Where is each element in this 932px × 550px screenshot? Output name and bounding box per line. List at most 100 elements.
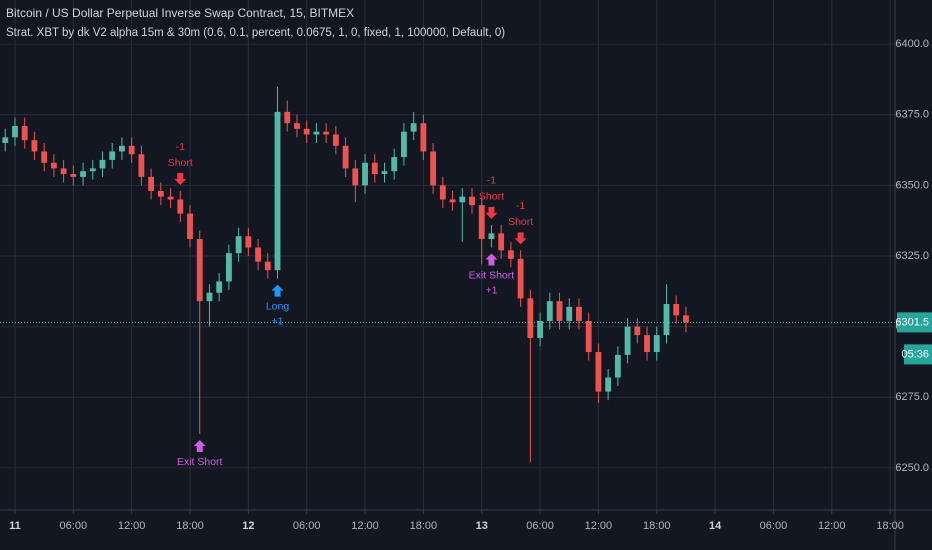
candle-body	[683, 315, 689, 323]
candle-body	[342, 145, 349, 169]
candle-body	[517, 258, 524, 299]
signal-qty: -1	[487, 175, 496, 187]
candle-body	[439, 185, 446, 200]
candle-body	[109, 151, 116, 160]
candle-body	[313, 131, 320, 135]
candle-body	[556, 301, 563, 321]
countdown-label: 05:36	[901, 348, 929, 360]
x-tick-label: 18:00	[876, 520, 904, 532]
x-tick-label: 11	[9, 520, 21, 532]
signal-label: Short	[508, 216, 533, 228]
y-tick-label: 6325.0	[895, 250, 929, 262]
candle-body	[138, 154, 145, 177]
candle-body	[332, 134, 339, 146]
candle-body	[196, 239, 203, 302]
signal-label: Exit Short	[469, 269, 515, 281]
signal-qty: +1	[485, 284, 497, 296]
candle-body	[352, 168, 359, 186]
candle-body	[206, 292, 213, 302]
candle-body	[99, 159, 106, 169]
signal-arrow	[514, 232, 527, 245]
candle-body	[381, 171, 388, 175]
candle-body	[303, 128, 310, 135]
candle-body	[60, 168, 67, 175]
candle-body	[410, 123, 417, 132]
x-tick-label: 18:00	[643, 520, 671, 532]
signal-qty: -1	[516, 200, 525, 212]
y-tick-label: 6400.0	[895, 38, 929, 50]
signal-arrow	[174, 173, 187, 186]
signal-arrow	[485, 253, 498, 266]
candle-body	[12, 126, 18, 138]
grid	[0, 0, 895, 510]
x-tick-label: 06:00	[526, 520, 554, 532]
candle-body	[595, 352, 602, 392]
candle-body	[148, 176, 155, 192]
candle-body	[614, 354, 621, 378]
chart-title: Bitcoin / US Dollar Perpetual Inverse Sw…	[6, 6, 354, 20]
x-tick-label: 12:00	[118, 520, 146, 532]
x-tick-label: 12:00	[818, 520, 846, 532]
candle-body	[2, 137, 9, 143]
candle-body	[527, 298, 534, 338]
candle-body	[274, 111, 281, 271]
x-tick-label: 18:00	[176, 520, 204, 532]
candle-body	[507, 250, 514, 259]
x-tick-label: 12:00	[585, 520, 613, 532]
signal-qty: -1	[176, 141, 185, 153]
candle-body	[488, 233, 495, 240]
candle-body	[41, 151, 48, 163]
candle-body	[119, 145, 125, 152]
x-tick-label: 14	[709, 520, 722, 532]
candle-body	[157, 191, 164, 197]
candle-body	[235, 236, 242, 254]
candle-body	[401, 131, 407, 158]
y-tick-label: 6375.0	[895, 109, 929, 121]
candle-body	[673, 304, 680, 316]
candle-body	[430, 151, 437, 186]
candle-body	[264, 261, 271, 271]
candle-body	[80, 171, 86, 177]
y-tick-label: 6250.0	[895, 462, 929, 474]
x-tick-label: 06:00	[60, 520, 88, 532]
last-price-badge	[897, 312, 932, 333]
signal-qty: +1	[272, 315, 284, 327]
candle-body	[624, 326, 631, 355]
y-tick-label: 6275.0	[895, 391, 929, 403]
signal-label: Short	[168, 157, 193, 169]
candle-body	[459, 196, 466, 203]
candle-body	[216, 281, 223, 293]
last-price-label: 6301.5	[895, 316, 929, 328]
candle-body	[546, 301, 553, 321]
x-tick-label: 18:00	[410, 520, 438, 532]
candle-body	[371, 162, 378, 175]
countdown-badge	[904, 344, 932, 365]
candle-body	[469, 196, 475, 206]
candle-body	[50, 162, 57, 169]
x-tick-label: 12	[242, 520, 254, 532]
plot: Short -1 Long +1 Short -1 Short -1 Exit Short +1 E…	[0, 86, 895, 468]
signal-arrow	[271, 284, 284, 297]
candle-body	[323, 131, 330, 135]
x-tick-label: 06:00	[760, 520, 788, 532]
candle-body	[644, 335, 650, 353]
signal-label: Exit Short	[177, 456, 223, 468]
x-tick-label: 06:00	[293, 520, 321, 532]
candle-body	[89, 168, 96, 172]
candle-body	[255, 247, 261, 262]
candle-body	[420, 123, 427, 152]
candle-body	[31, 140, 38, 152]
candle-body	[245, 236, 252, 248]
candle-body	[362, 162, 368, 186]
y-tick-label: 6350.0	[895, 179, 929, 191]
candle-body	[284, 111, 291, 124]
signal-arrow	[485, 206, 498, 219]
candle-body	[449, 199, 456, 203]
candle-body	[187, 213, 193, 240]
candle-body	[225, 253, 232, 282]
candle-body	[585, 320, 592, 353]
candle-body	[294, 123, 300, 129]
